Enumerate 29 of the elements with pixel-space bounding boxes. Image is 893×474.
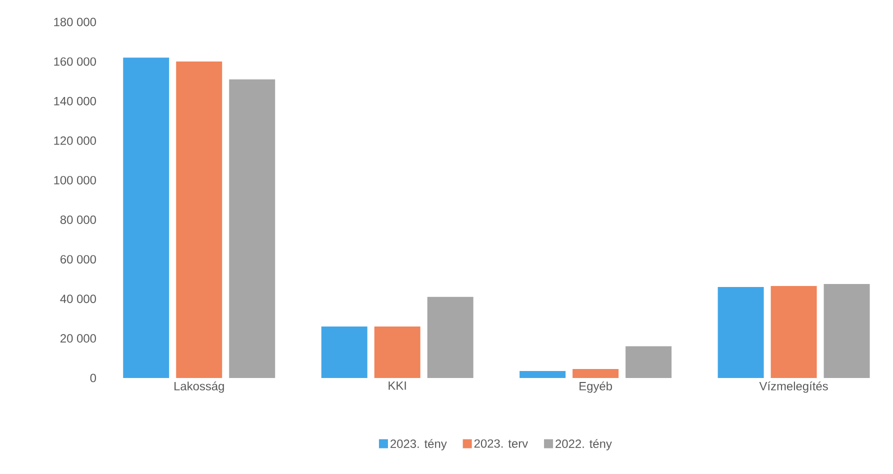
bar: [626, 346, 672, 378]
bar: [520, 371, 566, 378]
legend-label: 2023. terv: [474, 439, 528, 448]
y-tick-label: 120 000: [54, 136, 96, 145]
y-tick-label: 180 000: [54, 18, 96, 26]
x-tick-label: KKI: [388, 382, 406, 390]
y-tick-label: 100 000: [54, 176, 96, 184]
legend-label: 2022. tény: [556, 439, 612, 450]
x-tick-label: Egyéb: [580, 382, 612, 393]
bar: [770, 286, 817, 378]
bar: [321, 326, 368, 378]
x-tick-label: Lakosság: [174, 382, 224, 393]
bar: [123, 58, 170, 378]
bar: [374, 326, 420, 378]
y-tick-label: 20 000: [60, 334, 96, 343]
bar: [572, 369, 619, 378]
bar: [824, 284, 870, 378]
y-tick-label: 140 000: [54, 96, 96, 106]
bar: [427, 296, 474, 378]
bar: [718, 287, 764, 378]
y-tick-label: 0: [90, 374, 96, 382]
legend-label: 2023. tény: [390, 439, 447, 450]
y-tick-label: 60 000: [60, 255, 96, 264]
y-tick-label: 40 000: [60, 294, 96, 304]
y-tick-label: 160 000: [54, 57, 96, 66]
y-tick-label: 80 000: [60, 216, 96, 224]
x-tick-label: Vízmelegítés: [759, 382, 828, 393]
bar: [229, 79, 276, 378]
bar: [176, 62, 222, 378]
